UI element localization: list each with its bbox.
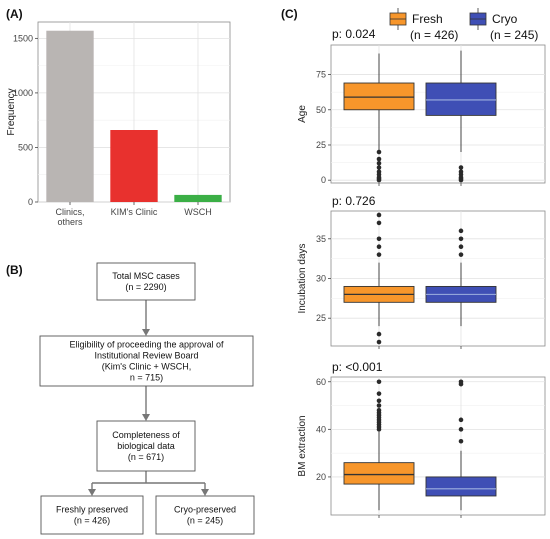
legend: Fresh (n = 426) Cryo (n = 245) <box>389 8 538 42</box>
y-tick-label: 500 <box>18 142 33 152</box>
y-tick-label: 40 <box>316 424 326 434</box>
legend-n: (n = 245) <box>490 28 538 42</box>
y-axis-title: Age <box>297 105 308 123</box>
y-tick-label: 25 <box>316 313 326 323</box>
boxplot-subplot: p: 0.024 0 25 50 75 Age <box>297 27 546 186</box>
box <box>425 82 497 116</box>
outlier-point <box>376 391 382 396</box>
flow-box-text: (n = 245) <box>187 516 223 526</box>
outlier-point <box>458 438 464 444</box>
p-value: p: 0.726 <box>332 194 376 208</box>
flow-box <box>96 420 196 472</box>
outlier-point <box>376 160 382 166</box>
y-tick-label: 75 <box>316 70 326 80</box>
panel-label-b: (B) <box>6 263 23 277</box>
box <box>343 82 415 111</box>
outlier-point <box>458 228 464 234</box>
outlier-point <box>458 379 464 385</box>
legend-n: (n = 426) <box>410 28 458 42</box>
y-tick-label: 20 <box>316 472 326 482</box>
flow-box-text: (Kim's Clinic + WSCH, <box>102 362 191 372</box>
flow-box-text: Freshly preserved <box>56 505 128 515</box>
outlier-point <box>376 339 382 345</box>
x-tick-label: WSCH <box>184 207 212 217</box>
p-value: p: 0.024 <box>332 27 376 41</box>
outlier-point <box>376 156 382 162</box>
arrow-head <box>142 329 150 336</box>
box <box>343 462 415 485</box>
outlier-point <box>376 165 382 170</box>
outlier-point <box>458 236 464 242</box>
arrow-head <box>142 414 150 421</box>
y-axis-title: Frequency <box>6 88 17 135</box>
flow-box <box>155 495 255 535</box>
flow-box <box>96 262 196 301</box>
outlier-point <box>376 403 382 408</box>
flow-box-text: Completeness of <box>112 430 180 440</box>
bar <box>174 194 222 202</box>
flow-box-text: (n = 2290) <box>125 282 166 292</box>
outlier-point <box>376 220 382 226</box>
outlier-point <box>376 244 382 250</box>
flow-box-text: (n = 426) <box>74 516 110 526</box>
outlier-point <box>376 212 382 218</box>
flow-box-text: Institutional Review Board <box>94 351 198 361</box>
y-tick-label: 1000 <box>13 88 33 98</box>
y-tick-label: 35 <box>316 234 326 244</box>
y-tick-label: 0 <box>28 197 33 207</box>
outlier-point <box>458 427 464 432</box>
outlier-point <box>376 236 382 242</box>
y-tick-label: 1500 <box>13 33 33 43</box>
outlier-point <box>376 331 382 337</box>
box <box>425 476 497 497</box>
bar <box>110 130 158 202</box>
x-tick-label: Clinics, <box>55 207 84 217</box>
y-tick-label: 30 <box>316 274 326 284</box>
boxplot-subplot: p: <0.001 20 40 60 BM extraction <box>297 360 546 518</box>
flow-box-text: n = 715) <box>130 373 163 383</box>
flow-box-text: Eligibility of proceeding the approval o… <box>69 340 224 350</box>
flow-box-text: (n = 671) <box>128 452 164 462</box>
boxplot-subplot: p: 0.726 25 30 35 Incubation days <box>297 194 546 349</box>
x-tick-label: KIM's Clinic <box>111 207 158 217</box>
outlier-point <box>376 398 382 404</box>
y-tick-label: 50 <box>316 105 326 115</box>
x-tick-label: others <box>57 217 83 227</box>
flow-box <box>40 495 144 535</box>
outlier-point <box>458 165 464 170</box>
y-tick-label: 60 <box>316 377 326 387</box>
panel-label-c: (C) <box>281 7 298 21</box>
outlier-point <box>376 379 382 385</box>
flow-box-text: Cryo-preserved <box>174 505 236 515</box>
legend-label: Fresh <box>412 12 443 26</box>
outlier-point <box>458 417 464 423</box>
y-tick-label: 0 <box>321 175 326 185</box>
outlier-point <box>376 149 382 155</box>
panel-label-a: (A) <box>6 7 23 21</box>
flow-box-text: biological data <box>117 441 175 451</box>
arrow-head <box>88 489 96 496</box>
p-value: p: <0.001 <box>332 360 383 374</box>
bar <box>46 30 94 203</box>
y-axis-title: BM extraction <box>297 415 308 476</box>
flow-box <box>39 335 254 387</box>
boxplot-panels: p: 0.024 0 25 50 75 Age p: 0.726 25 30 35 Incubati… <box>297 27 546 518</box>
arrow-head <box>201 489 209 496</box>
outlier-point <box>458 169 464 175</box>
bar-chart: 0 500 1000 1500 Clinics,others KIM's Clinic WS… <box>6 21 231 227</box>
outlier-point <box>458 244 464 250</box>
legend-label: Cryo <box>492 12 518 26</box>
flow-box-text: Total MSC cases <box>112 271 180 281</box>
flowchart: Total MSC cases(n = 2290) Eligibility of … <box>39 262 255 535</box>
y-tick-label: 25 <box>316 140 326 150</box>
y-axis-title: Incubation days <box>297 243 308 313</box>
outlier-point <box>458 252 464 257</box>
outlier-point <box>376 169 382 175</box>
outlier-point <box>376 408 382 413</box>
outlier-point <box>376 252 382 257</box>
